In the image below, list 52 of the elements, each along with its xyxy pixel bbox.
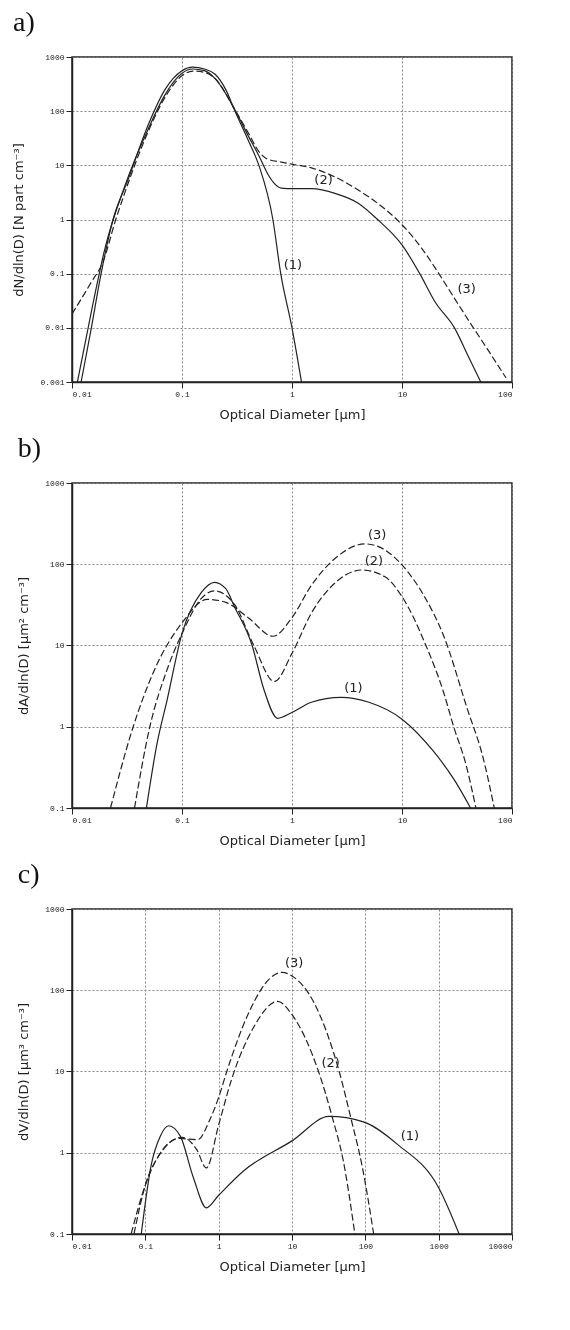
x-tick-label: 0.1: [175, 815, 190, 825]
annotation: (3): [367, 526, 387, 542]
chart-title: b): [17, 432, 42, 463]
x-tick-label: 10: [397, 389, 408, 399]
annotation: (1): [283, 256, 303, 272]
y-tick-label: 10: [54, 1067, 65, 1076]
chart-title: c): [17, 858, 40, 889]
y-tick-label: 1: [59, 1148, 65, 1158]
x-tick-label: 10: [287, 1241, 298, 1251]
y-tick-label: 1: [59, 722, 65, 732]
y-tick-label: 0.1: [50, 803, 65, 813]
y-axis-title: dV/dln(D) [µm³ cm⁻³]: [16, 1002, 32, 1142]
annotation: (2): [364, 552, 384, 568]
annotation: (3): [284, 955, 304, 971]
y-tick-label: 10: [54, 641, 65, 650]
x-tick-label: 1: [290, 389, 296, 399]
y-axis-title: dN/dln(D) [N part cm⁻³]: [11, 143, 27, 297]
y-tick-label: 0.1: [50, 269, 65, 279]
x-tick-label: 1000: [429, 1241, 449, 1251]
y-tick-label: 100: [50, 106, 65, 116]
x-tick-label: 100: [358, 1241, 374, 1251]
y-tick-label: 100: [50, 559, 65, 569]
annotation: (2): [321, 1054, 340, 1070]
x-tick-label: 10: [397, 815, 408, 825]
y-tick-label: 1000: [45, 904, 65, 914]
x-tick-label: 0.01: [72, 815, 92, 825]
annotation: (2): [314, 171, 333, 187]
y-tick-label: 100: [50, 985, 65, 995]
y-tick-label: 1: [59, 215, 65, 224]
x-axis-title: Optical Diameter [µm]: [219, 832, 366, 848]
x-tick-label: 100: [498, 389, 513, 399]
y-tick-label: 0.1: [50, 1229, 65, 1239]
x-axis-title: Optical Diameter [µm]: [219, 1258, 366, 1274]
x-tick-label: 1: [216, 1241, 222, 1251]
x-tick-label: 0.01: [72, 389, 92, 399]
y-axis-title: dA/dln(D) [µm² cm⁻³]: [16, 576, 32, 716]
y-tick-label: 0.01: [45, 323, 65, 333]
x-tick-label: 100: [498, 815, 513, 825]
y-tick-label: 1000: [45, 52, 65, 62]
y-tick-label: 0.001: [40, 377, 65, 387]
x-tick-label: 0.01: [72, 1241, 92, 1251]
chart-title: a): [13, 6, 35, 37]
x-tick-label: 0.1: [175, 389, 190, 399]
x-tick-label: 1: [290, 815, 296, 825]
x-tick-label: 10000: [488, 1241, 513, 1251]
y-tick-label: 1000: [45, 478, 65, 488]
y-tick-label: 10: [54, 160, 65, 170]
annotation: (1): [344, 680, 363, 696]
annotation: (3): [457, 281, 476, 297]
x-axis-title: Optical Diameter [µm]: [219, 406, 366, 422]
x-tick-label: 0.1: [138, 1241, 154, 1251]
annotation: (1): [400, 1127, 420, 1143]
